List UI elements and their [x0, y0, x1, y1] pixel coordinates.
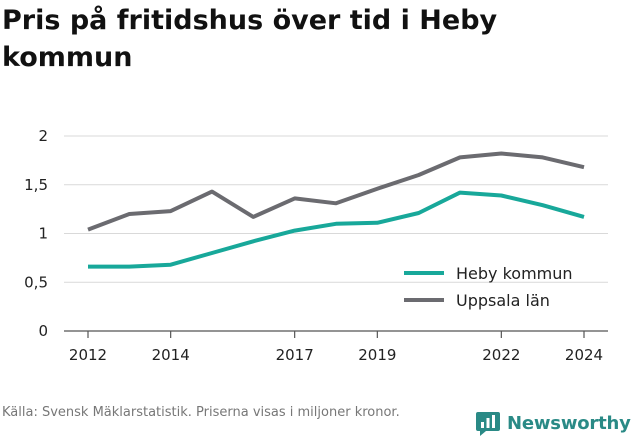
x-tick-label: 2017 [276, 346, 314, 364]
legend-label: Uppsala län [456, 291, 550, 310]
source-note: Källa: Svensk Mäklarstatistik. Priserna … [2, 405, 400, 420]
x-tick-label: 2012 [69, 346, 107, 364]
legend-label: Heby kommun [456, 264, 573, 283]
legend: Heby kommun Uppsala län [404, 264, 573, 310]
x-tick-label: 2024 [565, 346, 603, 364]
line-chart: 0 0,5 1 1,5 2 2012 2014 2017 2019 2022 2024 Heby … [24, 127, 608, 364]
y-tick-label: 0 [38, 322, 48, 340]
y-tick-label: 2 [38, 127, 48, 145]
x-axis: 2012 2014 2017 2019 2022 2024 [64, 330, 608, 364]
grid-layer: 0 0,5 1 1,5 2 [24, 127, 608, 340]
y-tick-label: 1 [38, 225, 48, 243]
series-layer [87, 151, 585, 269]
chart-title: Pris på fritidshus över tid i Heby kommu… [2, 5, 498, 73]
series-line [87, 151, 585, 232]
newsworthy-logo: Newsworthy [476, 409, 631, 437]
y-tick-label: 0,5 [24, 273, 48, 291]
y-tick-label: 1,5 [24, 176, 48, 194]
x-tick-label: 2014 [152, 346, 190, 364]
brand-name: Newsworthy [507, 412, 631, 434]
bar-chart-logo-icon [476, 412, 500, 436]
series-line [88, 190, 585, 269]
x-tick-label: 2022 [482, 346, 520, 364]
x-tick-label: 2019 [358, 346, 396, 364]
